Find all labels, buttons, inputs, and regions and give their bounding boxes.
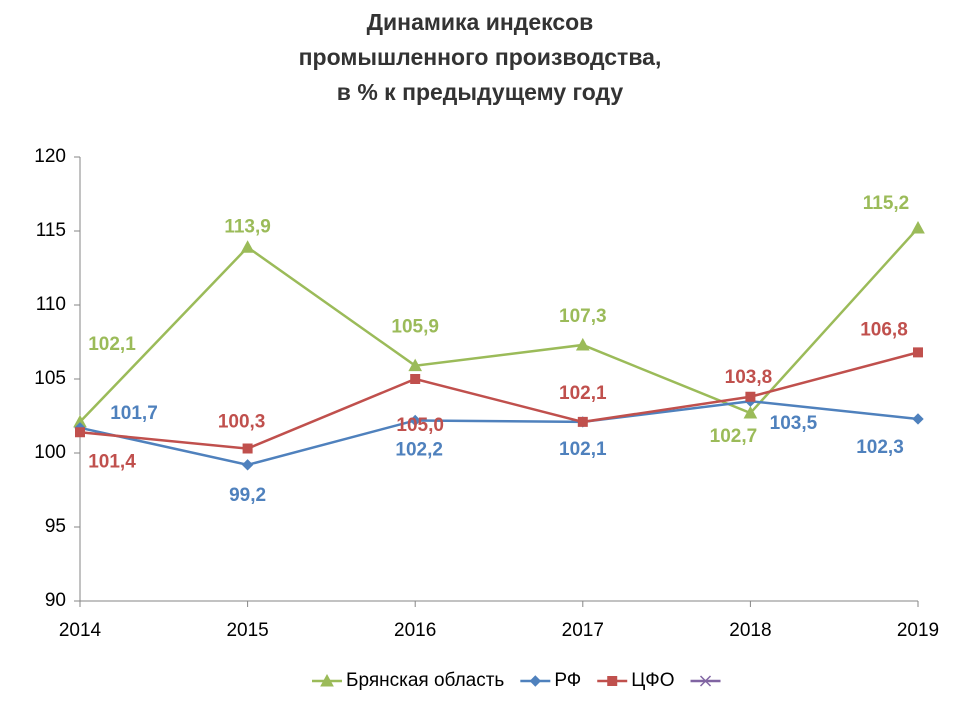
marker xyxy=(241,459,254,471)
marker xyxy=(575,337,590,351)
marker xyxy=(913,347,923,358)
chart-title: промышленного производства, xyxy=(299,44,662,70)
data-label: 102,2 xyxy=(395,439,443,460)
marker xyxy=(320,673,334,687)
y-tick-label: 120 xyxy=(34,146,66,167)
legend-label: ЦФО xyxy=(631,670,674,691)
y-tick-label: 90 xyxy=(45,590,66,611)
data-label: 115,2 xyxy=(863,193,910,214)
data-label: 101,7 xyxy=(110,403,158,424)
marker xyxy=(408,358,423,372)
marker xyxy=(912,413,924,425)
series-line xyxy=(79,399,919,467)
data-label: 99,2 xyxy=(229,485,266,506)
marker xyxy=(745,391,756,402)
data-label: 107,3 xyxy=(559,306,607,327)
series-line xyxy=(79,227,919,423)
y-tick-label: 110 xyxy=(36,294,66,315)
marker xyxy=(577,416,588,427)
marker xyxy=(699,675,712,687)
x-tick-label: 2014 xyxy=(59,620,102,641)
marker xyxy=(75,427,85,438)
x-tick-label: 2019 xyxy=(897,620,939,641)
data-label: 113,9 xyxy=(224,216,271,237)
marker xyxy=(911,220,925,234)
data-label: 105,9 xyxy=(391,317,439,338)
x-tick-label: 2015 xyxy=(226,620,268,641)
chart-title: Динамика индексов xyxy=(367,9,594,35)
y-tick-label: 95 xyxy=(45,516,66,537)
x-tick-label: 2017 xyxy=(562,620,604,641)
marker xyxy=(410,374,421,384)
y-tick-label: 115 xyxy=(36,220,66,241)
chart-title: в % к предыдущему году xyxy=(337,79,624,105)
data-label: 102,1 xyxy=(88,334,136,355)
data-label: 102,1 xyxy=(559,439,607,460)
x-tick-label: 2018 xyxy=(729,620,771,641)
data-label: 102,3 xyxy=(856,437,904,458)
series-line xyxy=(79,351,919,450)
marker xyxy=(242,443,253,454)
data-label: 100,3 xyxy=(218,412,266,433)
x-tick-label: 2016 xyxy=(394,620,436,641)
data-label: 105,0 xyxy=(396,415,444,436)
data-label: 103,5 xyxy=(770,413,818,434)
data-label: 102,1 xyxy=(559,383,607,404)
data-label: 103,8 xyxy=(725,367,773,388)
y-tick-label: 100 xyxy=(34,442,66,463)
legend-label: РФ xyxy=(554,670,581,691)
marker xyxy=(743,405,758,419)
data-label: 106,8 xyxy=(860,319,908,340)
legend-label: Брянская область xyxy=(346,670,504,691)
marker xyxy=(529,675,542,687)
y-tick-label: 105 xyxy=(34,368,66,389)
marker xyxy=(409,414,421,427)
marker xyxy=(607,676,618,686)
data-label: 101,4 xyxy=(88,451,136,472)
data-label: 102,7 xyxy=(710,426,758,447)
marker xyxy=(240,240,255,253)
